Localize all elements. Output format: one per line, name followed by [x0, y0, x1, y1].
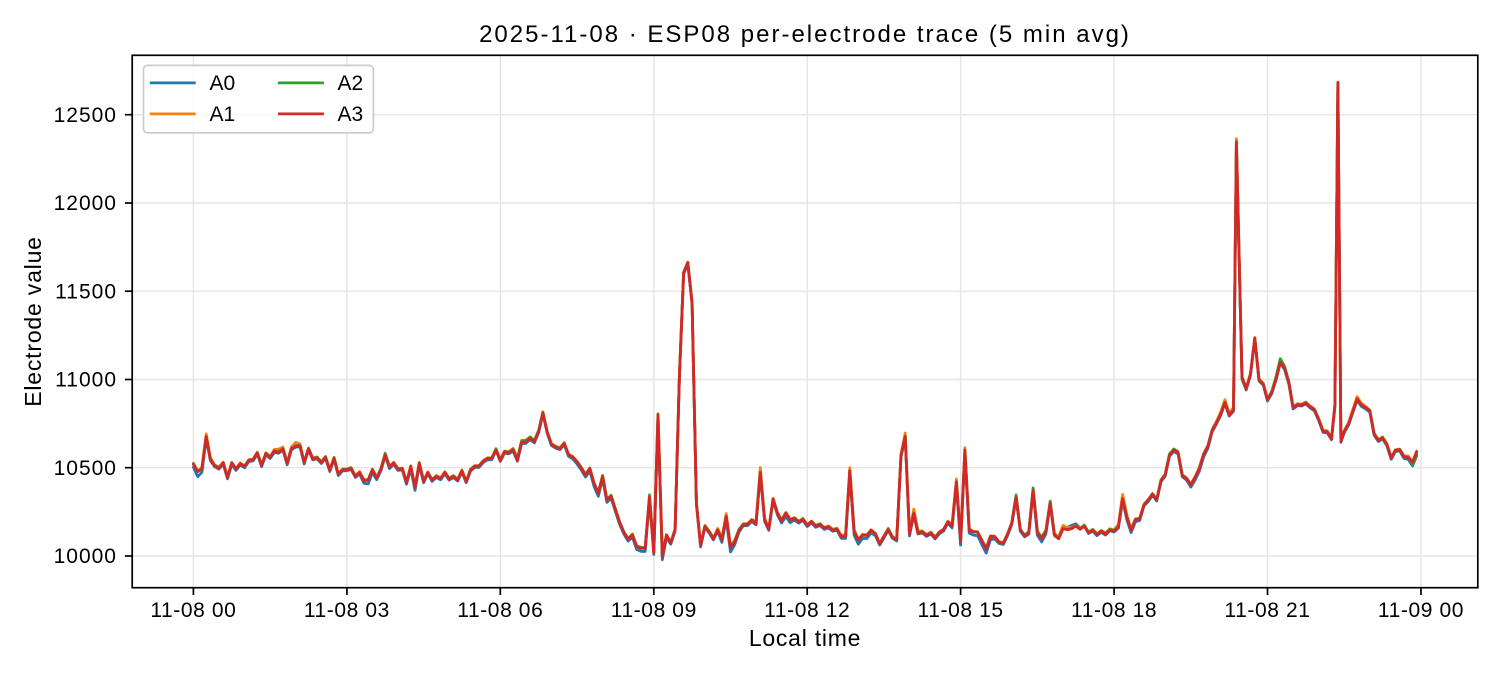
svg-text:12500: 12500 [54, 104, 117, 127]
svg-text:11-08 12: 11-08 12 [764, 599, 850, 622]
svg-text:11000: 11000 [55, 369, 117, 392]
svg-text:A0: A0 [210, 72, 236, 95]
svg-text:A1: A1 [210, 103, 236, 126]
svg-text:11-08 06: 11-08 06 [457, 599, 543, 622]
svg-text:11-08 09: 11-08 09 [611, 599, 697, 622]
svg-text:10500: 10500 [54, 457, 117, 480]
svg-text:10000: 10000 [54, 545, 117, 568]
svg-text:Local time: Local time [749, 625, 861, 651]
svg-text:12000: 12000 [54, 192, 117, 215]
svg-text:Electrode value: Electrode value [20, 236, 46, 407]
svg-text:11-08 18: 11-08 18 [1071, 599, 1157, 622]
svg-text:A2: A2 [338, 72, 364, 95]
svg-text:11500: 11500 [55, 280, 117, 303]
svg-text:11-08 15: 11-08 15 [918, 599, 1004, 622]
svg-text:11-08 00: 11-08 00 [150, 599, 236, 622]
svg-text:11-09 00: 11-09 00 [1378, 599, 1464, 622]
svg-text:2025-11-08 · ESP08 per-electro: 2025-11-08 · ESP08 per-electrode trace (… [479, 21, 1131, 48]
svg-text:A3: A3 [338, 103, 364, 126]
svg-text:11-08 21: 11-08 21 [1224, 599, 1310, 622]
svg-text:11-08 03: 11-08 03 [304, 599, 390, 622]
